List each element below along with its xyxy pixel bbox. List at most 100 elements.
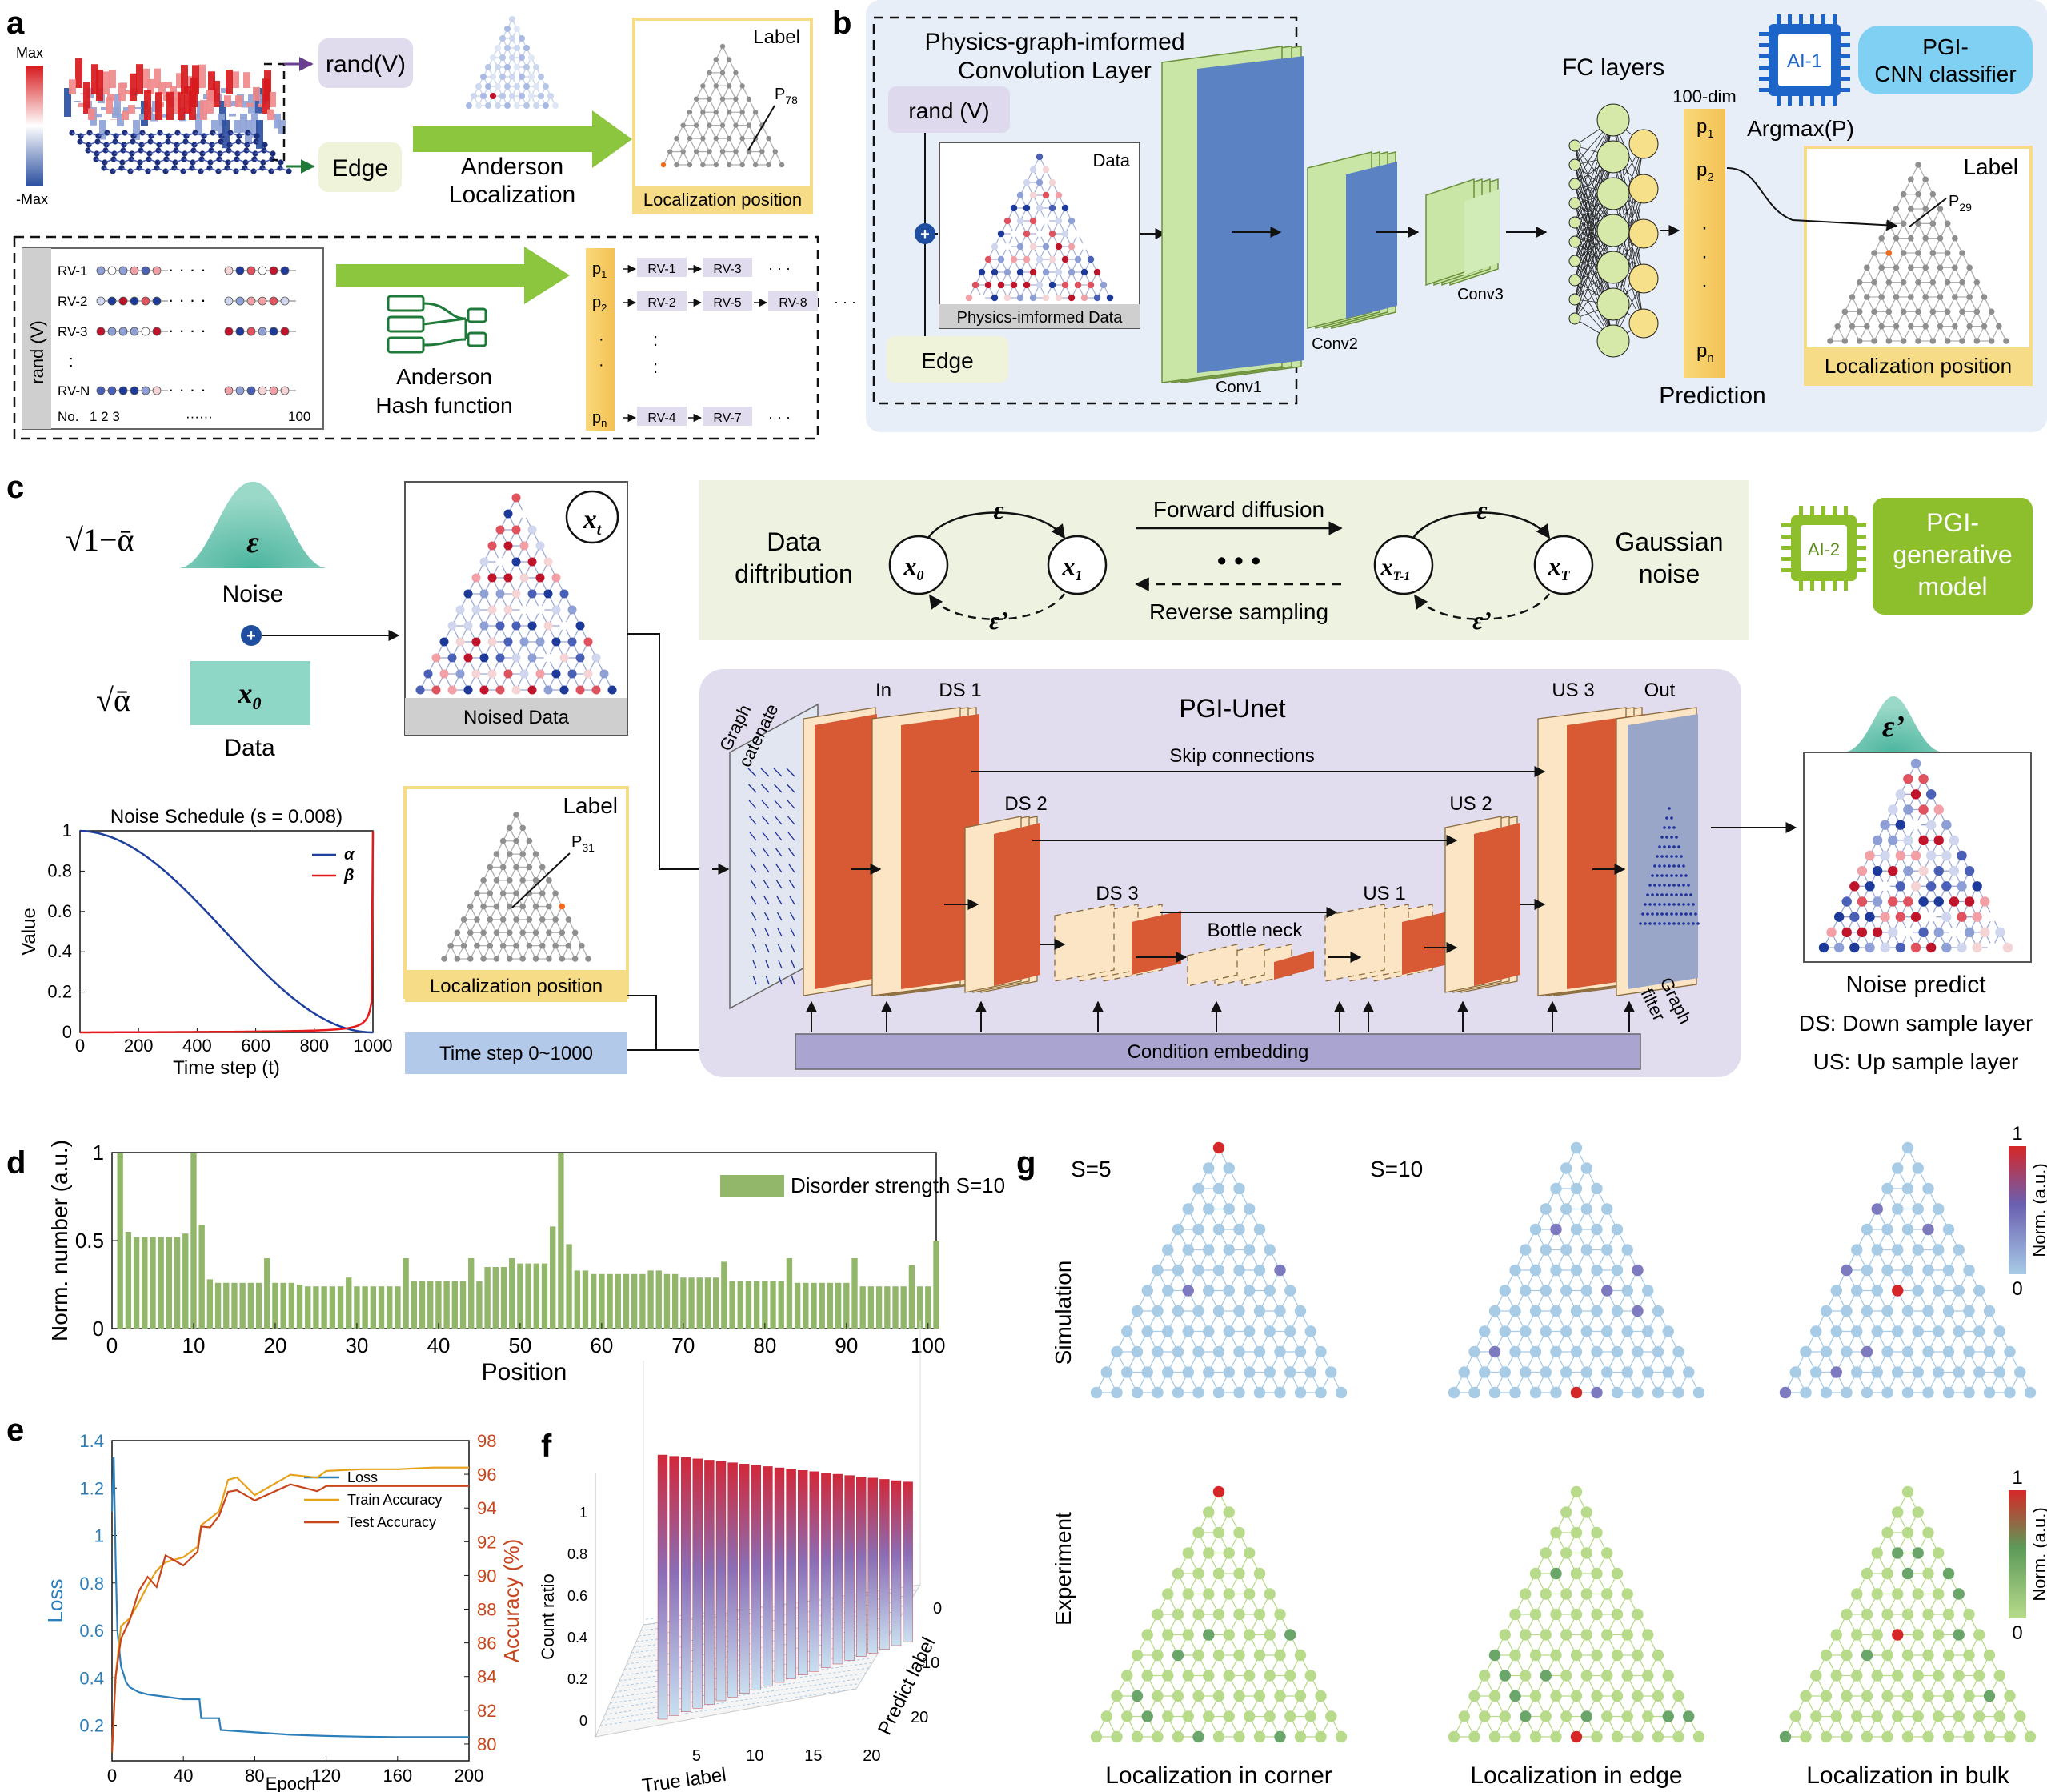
filter-node: [1651, 874, 1654, 877]
lattice-node: [1611, 1264, 1624, 1277]
lattice-node: [1901, 1264, 1914, 1277]
lattice-node: [519, 929, 526, 936]
rv-dot: [118, 296, 128, 306]
lattice-node: [480, 903, 487, 910]
lattice-node: [1895, 942, 1906, 953]
rv-dot: [107, 386, 117, 395]
lattice-node: [460, 942, 467, 949]
lattice-node: [1952, 235, 1958, 242]
filter-node: [1653, 864, 1656, 868]
potential-spike: [189, 90, 196, 120]
lattice-node: [1995, 927, 2005, 938]
lattice-node: [1182, 1670, 1194, 1682]
rv-dot: [96, 327, 106, 336]
potential-spike: [234, 120, 241, 134]
f-bar: [798, 1469, 808, 1675]
potential-spike: [235, 95, 242, 107]
lattice-node: [1093, 294, 1101, 302]
generative-1: PGI-: [1926, 508, 1979, 537]
filter-node: [1672, 826, 1676, 829]
panel-label-b: b: [832, 6, 851, 41]
lattice-node: [535, 669, 545, 679]
rv-dot: [130, 266, 139, 275]
lattice-node: [1941, 850, 1952, 861]
lattice-node: [1560, 1203, 1572, 1215]
lattice-node: [667, 149, 673, 154]
lattice-node: [1550, 1690, 1562, 1702]
d-bar: [778, 1281, 784, 1329]
lattice-node: [1908, 264, 1914, 271]
lattice-node: [463, 653, 473, 663]
lattice-node: [519, 877, 526, 884]
lattice-node: [693, 122, 699, 128]
d-bar: [419, 1281, 426, 1329]
rv-dot: [141, 327, 150, 336]
lattice-node: [1937, 206, 1944, 212]
schedule-legend-label: α: [344, 846, 355, 864]
lattice-node: [1560, 1506, 1572, 1518]
lattice-node: [1912, 1203, 1924, 1215]
d-bar: [214, 1282, 222, 1329]
lattice-node: [2014, 1710, 2026, 1722]
d-xtick-label: 60: [590, 1333, 613, 1357]
potential-spike: [74, 101, 81, 102]
fc-neuron: [1568, 235, 1581, 248]
lattice-node: [1529, 1223, 1542, 1236]
lattice-node: [1591, 1345, 1603, 1358]
lattice-node: [493, 851, 500, 857]
lattice-node: [1023, 281, 1031, 289]
lattice-node: [1580, 1670, 1592, 1682]
fc-neuron: [1628, 218, 1659, 249]
lattice-node: [1253, 1730, 1266, 1743]
lattice-node: [1983, 1345, 1996, 1358]
lattice-node: [1963, 1305, 1975, 1317]
filter-node: [1653, 903, 1656, 906]
lattice-node: [1182, 1588, 1194, 1600]
lattice-node: [1826, 927, 1837, 938]
b-label-lattice: [1827, 162, 2009, 344]
lattice-node: [1580, 1588, 1592, 1600]
lattice-node: [1933, 804, 1944, 815]
lattice-node: [1580, 1366, 1592, 1378]
lattice-node: [1212, 1386, 1225, 1399]
predicted-noise-gaussian: [1842, 696, 1945, 752]
lattice-node: [1580, 1244, 1592, 1256]
lattice-node: [1264, 1629, 1276, 1641]
lattice-node: [1570, 1526, 1583, 1539]
f-bar: [657, 1454, 668, 1720]
filter-node: [1689, 893, 1692, 896]
lattice-node: [1468, 1386, 1480, 1399]
f-bar: [809, 1471, 819, 1672]
potential-spike: [262, 78, 270, 114]
lattice-node: [1912, 1244, 1924, 1256]
filter-node: [1682, 884, 1685, 887]
lattice-node: [1912, 1710, 1924, 1722]
g-corner-label: Localization in corner: [1105, 1762, 1332, 1789]
hash-chain-more: · · ·: [768, 409, 791, 425]
lattice-node: [1223, 1244, 1235, 1256]
lattice-node: [509, 93, 515, 99]
lattice-node: [1922, 1649, 1934, 1662]
lattice-node: [546, 903, 552, 910]
potential-spike: [155, 92, 162, 120]
lattice-node: [1851, 1285, 1863, 1297]
lattice-node: [1895, 912, 1906, 922]
noise-gaussian-icon: [178, 482, 328, 568]
filter-node: [1672, 903, 1676, 906]
lattice-node: [487, 669, 497, 679]
filter-node: [1639, 922, 1642, 925]
lattice-node: [1810, 1366, 1822, 1378]
lattice-node: [1901, 1345, 1914, 1358]
lattice-node: [1233, 1264, 1245, 1277]
lattice-node: [1203, 1285, 1215, 1297]
lattice-node: [471, 93, 477, 99]
lattice-node: [1223, 1588, 1235, 1600]
lattice-node: [1253, 1649, 1266, 1662]
lattice-node: [1274, 1386, 1286, 1399]
potential-spike: [128, 105, 135, 114]
lattice-node: [1941, 942, 1952, 953]
lattice-node: [1983, 1649, 1996, 1662]
d-bar: [500, 1267, 507, 1329]
lattice-node: [1048, 230, 1056, 238]
lattice-node: [1901, 1223, 1914, 1236]
